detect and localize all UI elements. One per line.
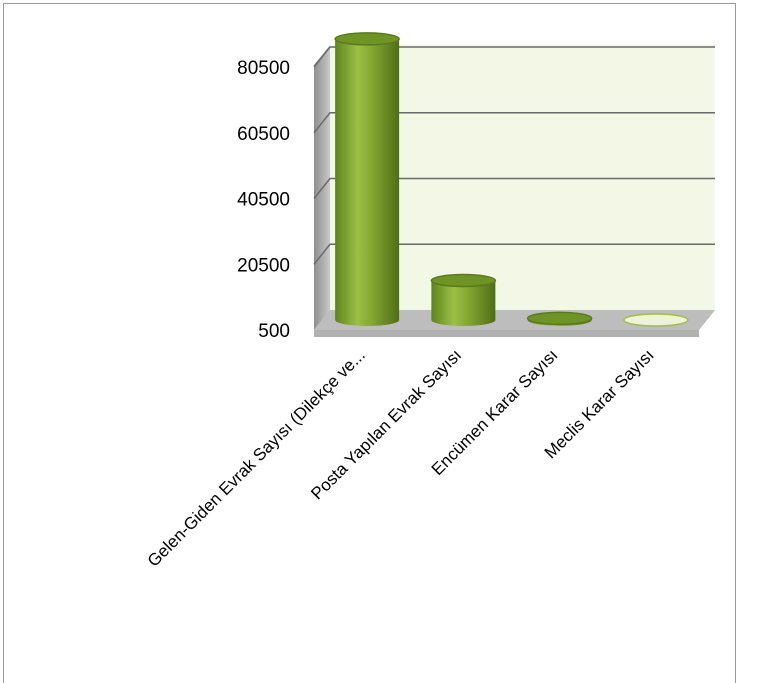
bar-body xyxy=(335,38,400,326)
y-tick-label: 60500 xyxy=(237,124,290,145)
bar xyxy=(623,313,689,327)
bar-body xyxy=(431,280,496,326)
x-tick-label: Gelen-Giden Evrak Sayısı (Dilekçe ve... xyxy=(144,345,369,570)
y-axis-ticks: 500 20500 40500 60500 80500 xyxy=(237,58,290,342)
x-tick-label: Meclis Karar Sayısı xyxy=(541,345,658,462)
gridlines xyxy=(313,46,715,265)
bar-top xyxy=(623,313,689,327)
gridline xyxy=(313,243,715,265)
x-axis-ticks: Gelen-Giden Evrak Sayısı (Dilekçe ve...P… xyxy=(144,345,658,570)
bar-top xyxy=(526,311,593,326)
y-tick-label: 500 xyxy=(258,321,290,342)
y-tick-label: 20500 xyxy=(237,255,290,276)
gridline xyxy=(313,46,715,68)
bar xyxy=(526,311,593,326)
floor-top xyxy=(314,310,715,330)
bars xyxy=(334,32,689,327)
gridline xyxy=(313,177,715,199)
bar xyxy=(334,32,400,326)
gridline xyxy=(313,112,715,134)
bar xyxy=(430,273,497,326)
bar-top xyxy=(334,32,400,46)
y-tick-label: 40500 xyxy=(237,190,290,211)
y-tick-label: 80500 xyxy=(237,58,290,79)
bar-top xyxy=(430,273,497,288)
